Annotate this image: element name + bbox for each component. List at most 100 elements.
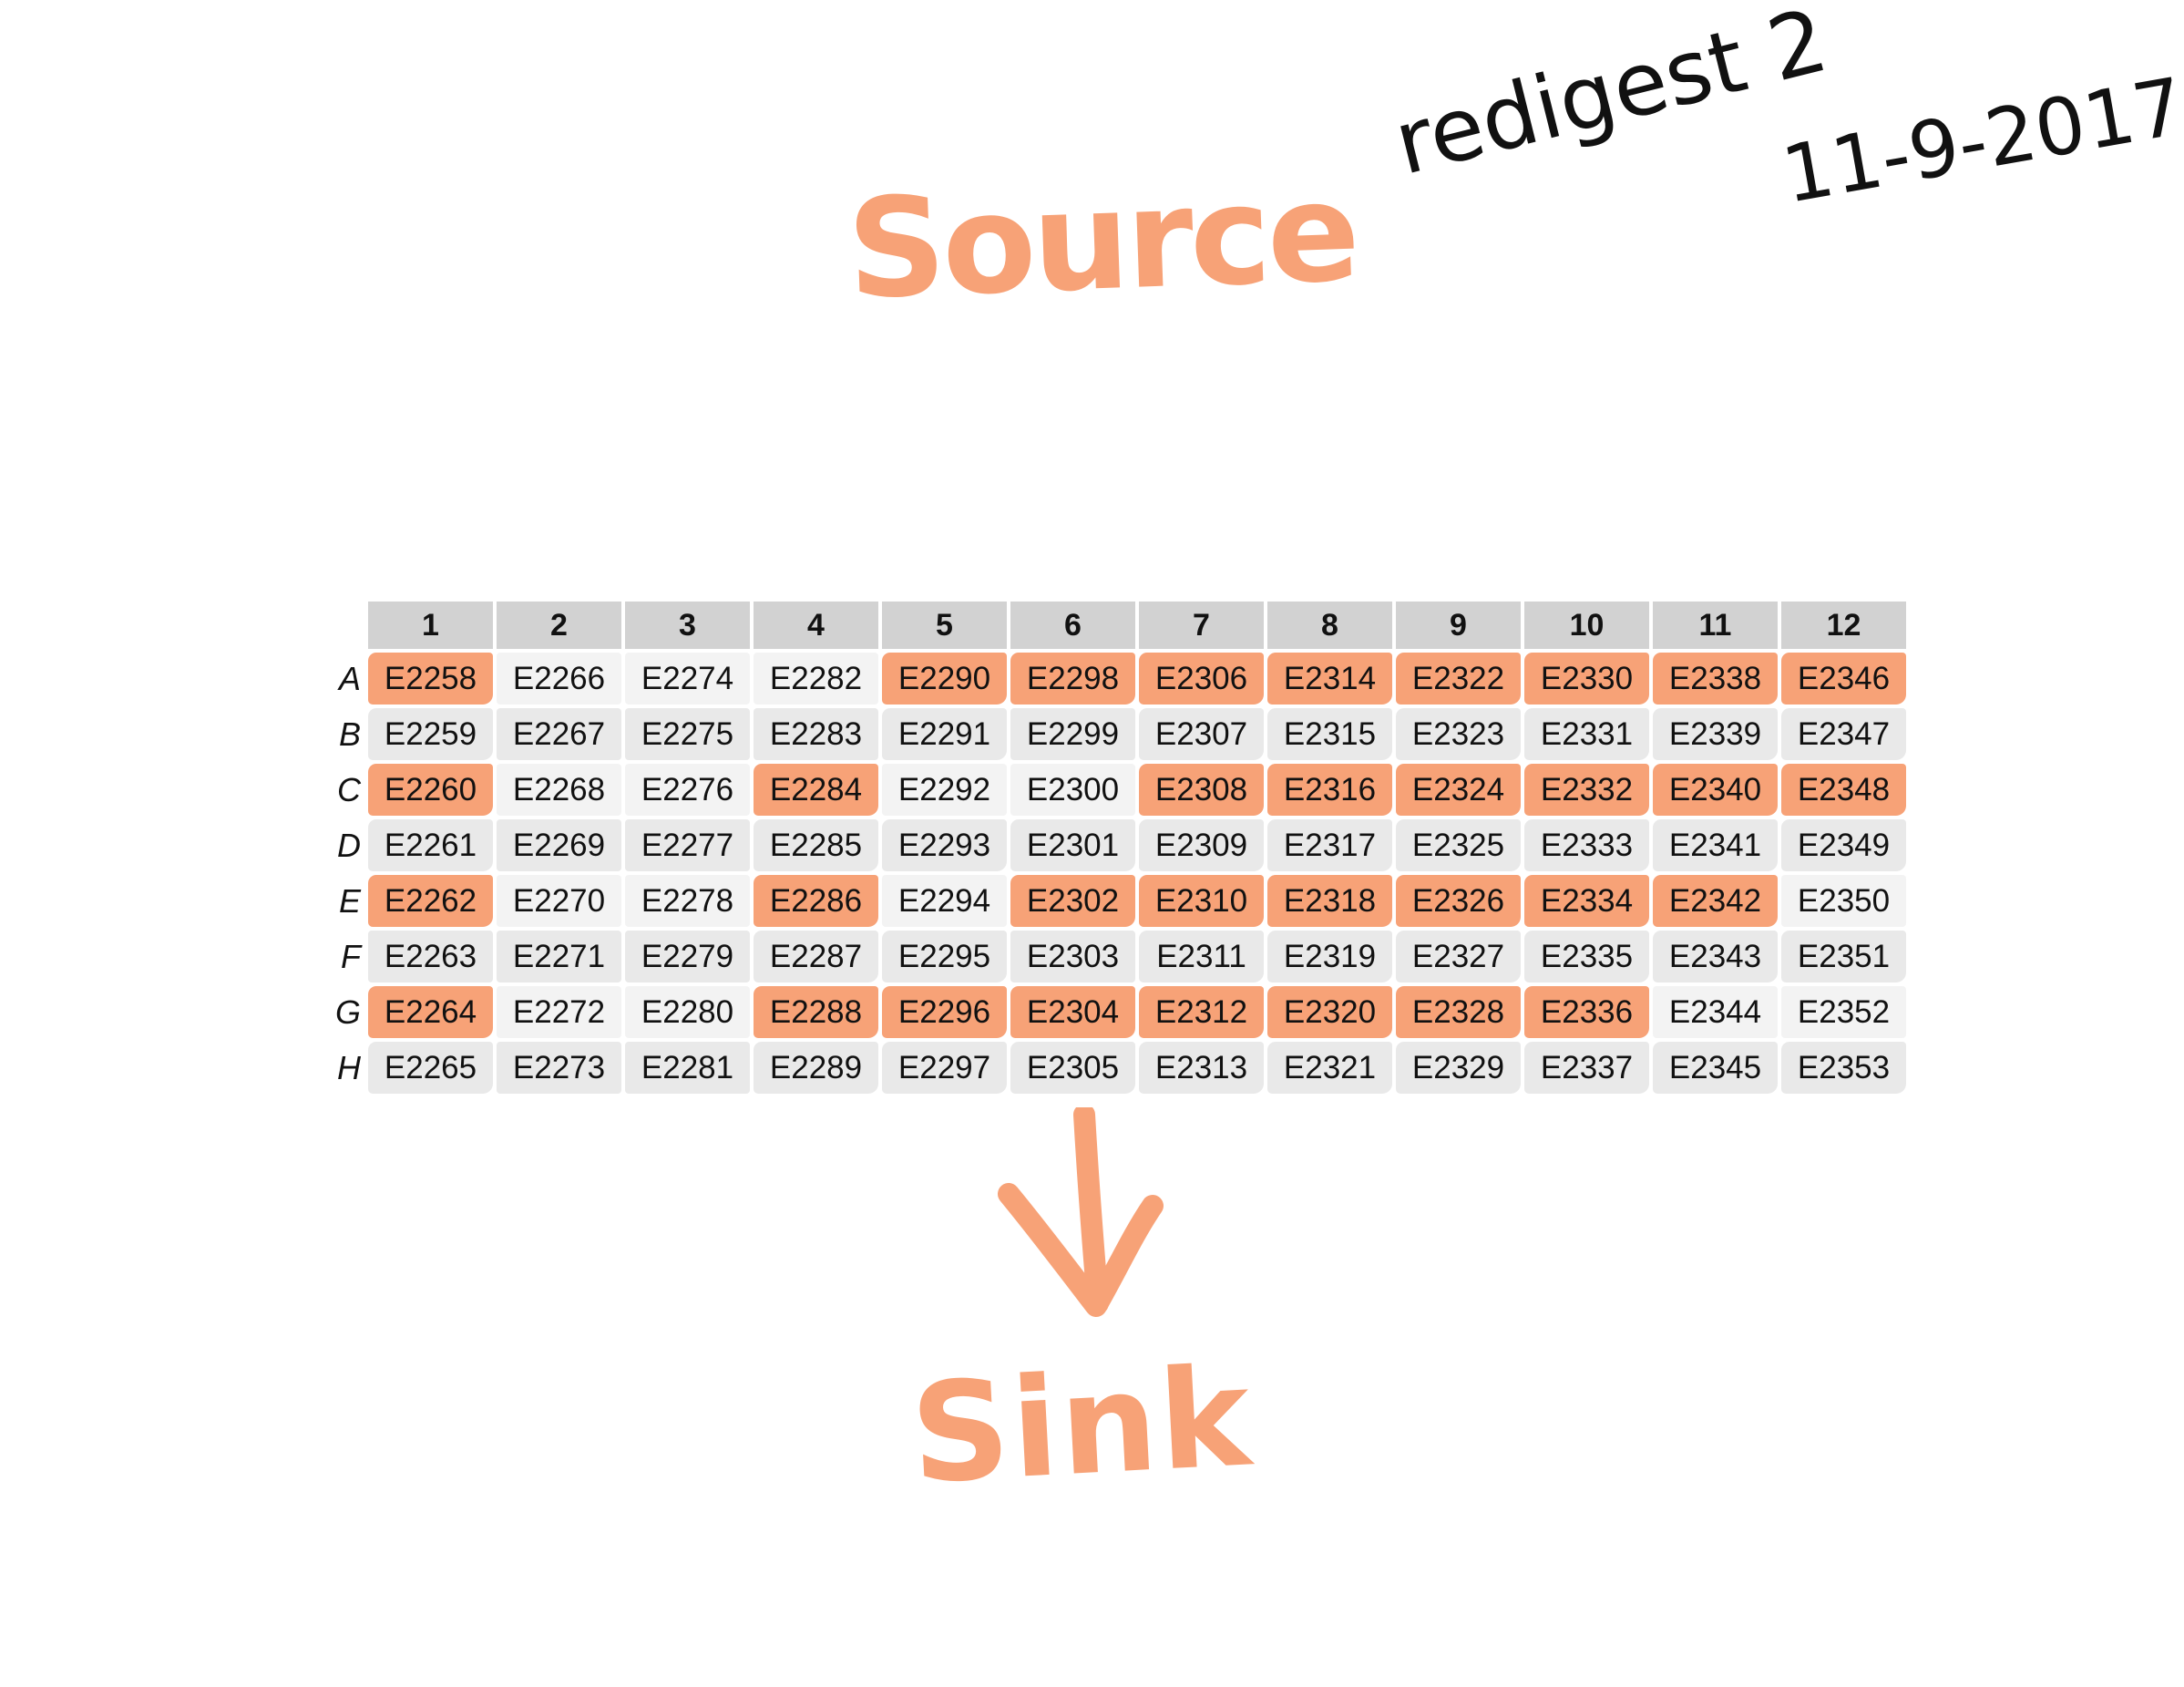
column-header: 2 xyxy=(497,602,621,649)
plate-row: A E2258 E2266 E2274 E2282 E2290 E2298 E2306 E231… xyxy=(324,653,1906,705)
row-header: B xyxy=(338,715,361,753)
well-cell-highlighted: E2308 xyxy=(1139,764,1264,816)
plate-row: B E2259 E2267 E2275 E2283 E2291 E2299 E2307 E231… xyxy=(324,708,1906,760)
well-cell: E2269 xyxy=(497,819,621,871)
well-cell-highlighted: E2337 xyxy=(1524,1042,1649,1094)
well-cell-highlighted: E2332 xyxy=(1524,764,1649,816)
well-cell-highlighted: E2342 xyxy=(1653,875,1778,927)
well-cell-highlighted: E2259 xyxy=(368,708,493,760)
column-header: 10 xyxy=(1524,602,1649,649)
well-cell-highlighted: E2285 xyxy=(754,819,878,871)
column-header-row: 1 2 3 4 5 6 7 8 9 10 11 12 xyxy=(324,602,1906,649)
well-cell: E2299 xyxy=(1010,708,1135,760)
column-header: 7 xyxy=(1139,602,1264,649)
well-cell-highlighted: E2305 xyxy=(1010,1042,1135,1094)
well-cell-highlighted: E2301 xyxy=(1010,819,1135,871)
well-cell: E2300 xyxy=(1010,764,1135,816)
well-cell-highlighted: E2288 xyxy=(754,986,878,1038)
well-cell-highlighted: E2314 xyxy=(1267,653,1392,705)
column-header: 5 xyxy=(882,602,1007,649)
plate-row: D E2261 E2269 E2277 E2285 E2293 E2301 E2309 E231… xyxy=(324,819,1906,871)
well-cell-highlighted: E2348 xyxy=(1781,764,1906,816)
column-header: 3 xyxy=(625,602,750,649)
column-header: 1 xyxy=(368,602,493,649)
well-cell: E2275 xyxy=(625,708,750,760)
plate-row: F E2263 E2271 E2279 E2287 E2295 E2303 E2311 E231… xyxy=(324,931,1906,982)
well-cell: E2279 xyxy=(625,931,750,982)
column-header: 11 xyxy=(1653,602,1778,649)
plate-row: H E2265 E2273 E2281 E2289 E2297 E2305 E2313 E232… xyxy=(324,1042,1906,1094)
source-label: Source xyxy=(845,153,1359,330)
well-cell-highlighted: E2324 xyxy=(1396,764,1521,816)
well-cell-highlighted: E2260 xyxy=(368,764,493,816)
well-cell: E2267 xyxy=(497,708,621,760)
well-cell-highlighted: E2318 xyxy=(1267,875,1392,927)
well-cell-highlighted: E2307 xyxy=(1139,708,1264,760)
well-cell-highlighted: E2298 xyxy=(1010,653,1135,705)
note-date: 11-9-2017 xyxy=(1775,61,2184,221)
well-cell-highlighted: E2302 xyxy=(1010,875,1135,927)
well-cell-highlighted: E2322 xyxy=(1396,653,1521,705)
column-header: 8 xyxy=(1267,602,1392,649)
well-cell: E2274 xyxy=(625,653,750,705)
well-cell-highlighted: E2296 xyxy=(882,986,1007,1038)
corner-cell xyxy=(324,602,364,649)
well-cell-highlighted: E2335 xyxy=(1524,931,1649,982)
row-header: D xyxy=(337,826,361,864)
well-cell-highlighted: E2330 xyxy=(1524,653,1649,705)
well-cell-highlighted: E2327 xyxy=(1396,931,1521,982)
well-cell-highlighted: E2290 xyxy=(882,653,1007,705)
note-title: redigest 2 xyxy=(1384,0,1837,195)
well-cell: E2282 xyxy=(754,653,878,705)
well-cell-highlighted: E2346 xyxy=(1781,653,1906,705)
well-cell: E2350 xyxy=(1781,875,1906,927)
well-cell-highlighted: E2287 xyxy=(754,931,878,982)
well-cell-highlighted: E2311 xyxy=(1139,931,1264,982)
well-cell-highlighted: E2317 xyxy=(1267,819,1392,871)
plate-rows: A E2258 E2266 E2274 E2282 E2290 E2298 E2306 E231… xyxy=(324,653,1906,1094)
well-cell-highlighted: E2338 xyxy=(1653,653,1778,705)
well-cell: E2292 xyxy=(882,764,1007,816)
well-cell-highlighted: E2297 xyxy=(882,1042,1007,1094)
well-cell-highlighted: E2340 xyxy=(1653,764,1778,816)
well-cell-highlighted: E2258 xyxy=(368,653,493,705)
well-cell-highlighted: E2336 xyxy=(1524,986,1649,1038)
row-header: F xyxy=(341,937,361,975)
row-header: H xyxy=(337,1048,361,1086)
plate-row: E E2262 E2270 E2278 E2286 E2294 E2302 E2310 E231… xyxy=(324,875,1906,927)
well-cell: E2271 xyxy=(497,931,621,982)
well-cell: E2278 xyxy=(625,875,750,927)
well-cell-highlighted: E2345 xyxy=(1653,1042,1778,1094)
plate-row: C E2260 E2268 E2276 E2284 E2292 E2300 E2308 E231… xyxy=(324,764,1906,816)
row-header: C xyxy=(337,770,361,808)
well-cell: E2303 xyxy=(1010,931,1135,982)
well-cell-highlighted: E2286 xyxy=(754,875,878,927)
well-cell: E2277 xyxy=(625,819,750,871)
well-cell-highlighted: E2334 xyxy=(1524,875,1649,927)
well-cell-highlighted: E2295 xyxy=(882,931,1007,982)
column-header: 12 xyxy=(1781,602,1906,649)
well-cell-highlighted: E2316 xyxy=(1267,764,1392,816)
well-cell-highlighted: E2264 xyxy=(368,986,493,1038)
row-header: G xyxy=(334,993,361,1031)
well-cell-highlighted: E2262 xyxy=(368,875,493,927)
well-cell-highlighted: E2284 xyxy=(754,764,878,816)
well-cell: E2344 xyxy=(1653,986,1778,1038)
well-cell: E2352 xyxy=(1781,986,1906,1038)
well-cell-highlighted: E2261 xyxy=(368,819,493,871)
well-cell-highlighted: E2328 xyxy=(1396,986,1521,1038)
well-cell-highlighted: E2323 xyxy=(1396,708,1521,760)
column-header: 9 xyxy=(1396,602,1521,649)
column-header: 6 xyxy=(1010,602,1135,649)
well-cell-highlighted: E2333 xyxy=(1524,819,1649,871)
well-cell-highlighted: E2310 xyxy=(1139,875,1264,927)
plate-map-table: 1 2 3 4 5 6 7 8 9 10 11 12 A E2258 E2266 E2274 E2282 E22… xyxy=(321,598,1910,1097)
well-cell-highlighted: E2304 xyxy=(1010,986,1135,1038)
well-cell-highlighted: E2289 xyxy=(754,1042,878,1094)
column-header: 4 xyxy=(754,602,878,649)
well-cell: E2281 xyxy=(625,1042,750,1094)
well-cell-highlighted: E2326 xyxy=(1396,875,1521,927)
well-cell: E2280 xyxy=(625,986,750,1038)
well-cell-highlighted: E2343 xyxy=(1653,931,1778,982)
well-cell-highlighted: E2319 xyxy=(1267,931,1392,982)
